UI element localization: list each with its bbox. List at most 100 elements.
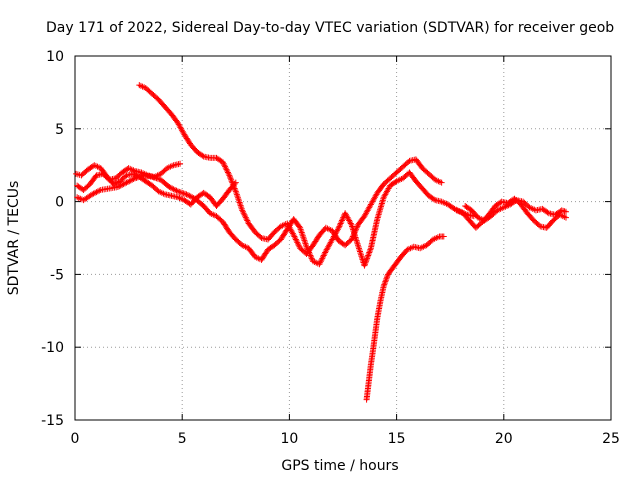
data-point	[334, 226, 341, 233]
data-point	[224, 169, 231, 176]
series-arc-3	[74, 169, 477, 269]
data-point	[294, 239, 301, 246]
data-point	[291, 233, 298, 240]
data-point	[224, 168, 231, 175]
x-tick-label: 20	[495, 431, 513, 447]
grid-lines	[75, 56, 611, 420]
data-point	[228, 178, 235, 185]
data-point	[124, 178, 131, 185]
data-point	[347, 220, 354, 227]
data-point	[220, 160, 227, 167]
data-point	[562, 214, 569, 221]
data-point	[225, 170, 232, 177]
data-point	[382, 277, 389, 284]
data-point	[189, 194, 196, 201]
data-point	[363, 258, 370, 265]
data-point	[244, 217, 251, 224]
y-tick-label: -15	[41, 413, 64, 429]
data-point	[430, 196, 437, 203]
data-point	[122, 180, 129, 187]
data-point	[338, 218, 345, 225]
data-point	[239, 207, 246, 214]
data-point	[184, 192, 191, 199]
data-point	[119, 181, 126, 188]
data-point	[365, 251, 372, 258]
data-point	[295, 242, 302, 249]
data-point	[123, 179, 130, 186]
data-point	[230, 182, 237, 189]
data-point	[227, 175, 234, 182]
data-point	[383, 274, 390, 281]
data-point	[362, 259, 369, 266]
data-point	[383, 275, 390, 282]
data-points	[73, 82, 569, 403]
data-point	[336, 223, 343, 230]
data-point	[240, 210, 247, 217]
data-point	[351, 230, 358, 237]
data-point	[338, 217, 345, 224]
data-point	[199, 152, 206, 159]
data-point	[114, 184, 121, 191]
data-point	[367, 246, 374, 253]
data-point	[90, 190, 97, 197]
data-point	[361, 262, 368, 269]
data-point	[308, 253, 315, 260]
data-point	[173, 187, 180, 194]
data-point	[364, 253, 371, 260]
data-point	[381, 280, 388, 287]
data-point	[292, 235, 299, 241]
data-point	[384, 272, 391, 279]
data-point	[242, 213, 249, 220]
series-arc-5	[363, 233, 447, 403]
chart-title: Day 171 of 2022, Sidereal Day-to-day VTE…	[46, 20, 614, 36]
y-tick-label: -10	[41, 340, 64, 356]
data-point	[335, 224, 342, 231]
y-tick-label: 10	[46, 49, 64, 65]
data-point	[349, 235, 356, 241]
data-point	[93, 189, 100, 196]
data-point	[126, 178, 133, 185]
data-point	[562, 208, 569, 215]
x-tick-label: 15	[388, 431, 406, 447]
data-point	[166, 184, 173, 191]
data-point	[321, 251, 328, 258]
x-tick-labels: 0 5 10 15 20 25	[71, 431, 620, 447]
data-point	[96, 187, 103, 194]
data-point	[336, 221, 343, 228]
data-point	[226, 172, 233, 179]
data-point	[92, 189, 99, 196]
x-tick-label: 0	[71, 431, 80, 447]
y-tick-label: 5	[55, 122, 64, 138]
data-point	[222, 165, 229, 172]
data-point	[120, 181, 127, 188]
series-arc-7	[462, 197, 569, 224]
y-tick-labels: -15 -10 -5 0 5 10	[41, 49, 64, 429]
data-point	[231, 184, 238, 191]
data-point	[232, 186, 239, 193]
data-point	[169, 185, 176, 192]
data-point	[544, 209, 551, 216]
data-point	[364, 255, 371, 262]
data-point	[127, 177, 134, 184]
data-point	[187, 193, 194, 200]
y-tick-label: 0	[55, 195, 64, 211]
data-point	[363, 256, 370, 263]
data-point	[228, 176, 235, 183]
data-point	[317, 258, 324, 265]
x-axis-label: GPS time / hours	[281, 458, 398, 474]
data-point	[221, 162, 228, 169]
data-point	[351, 229, 358, 236]
x-tick-label: 25	[602, 431, 620, 447]
axis-ticks	[74, 55, 612, 421]
data-point	[116, 183, 123, 190]
data-point	[317, 259, 324, 266]
data-point	[183, 191, 190, 198]
data-point	[229, 179, 236, 186]
data-point	[226, 173, 233, 180]
data-point	[243, 216, 250, 223]
data-point	[339, 216, 346, 223]
data-point	[361, 261, 368, 268]
data-point	[440, 233, 447, 240]
x-tick-label: 5	[178, 431, 187, 447]
data-point	[89, 191, 96, 198]
